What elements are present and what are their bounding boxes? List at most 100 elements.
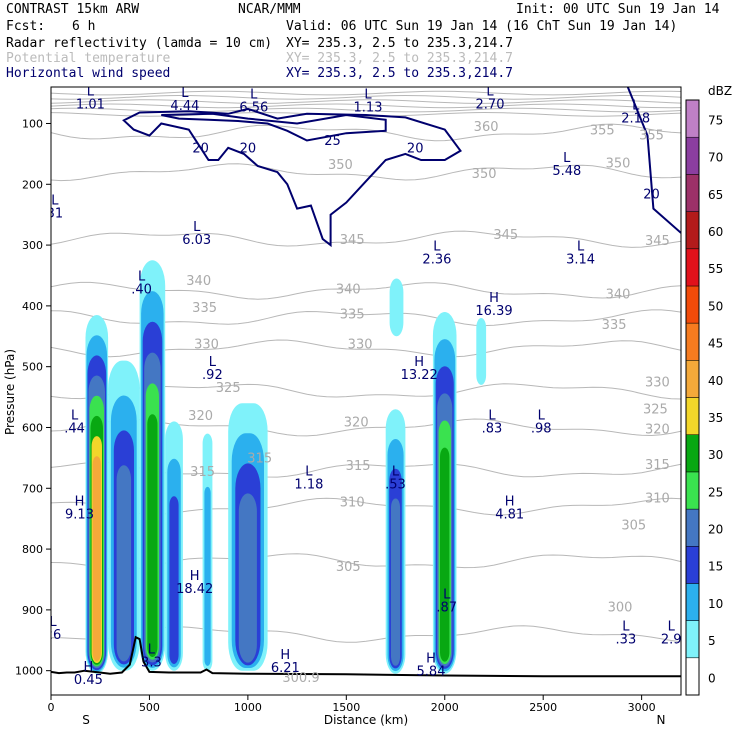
x-tick-label: 2000 — [431, 701, 459, 714]
y-tick-label: 700 — [22, 482, 43, 495]
colorbar-label: 10 — [708, 597, 723, 611]
theta-label: 355 — [639, 128, 664, 143]
colorbar-swatch — [685, 508, 700, 547]
extremum-value: 5.48 — [552, 164, 581, 179]
colorbar-swatch — [685, 583, 700, 621]
colorbar-swatch — [685, 136, 700, 175]
colorbar-unit: dBZ — [708, 84, 732, 98]
colorbar-swatch — [685, 99, 700, 138]
extremum-type-L: L — [250, 87, 258, 102]
colorbar-label: 65 — [708, 188, 723, 202]
colorbar-swatch — [685, 174, 700, 212]
extremum-value: 5.84 — [417, 665, 446, 680]
extremum-value: 2.9 — [661, 632, 682, 647]
colorbar-swatch — [685, 360, 700, 398]
colorbar-swatch — [685, 620, 700, 659]
x-axis: 0 500 1000 1500 2000 2500 3000 — [48, 695, 656, 714]
wind-contour-25 — [161, 112, 387, 142]
extremum-value: .98 — [531, 421, 552, 436]
theta-label: 345 — [493, 228, 518, 243]
reflectivity-cell-1 — [116, 465, 132, 662]
field-theta-name: Potential temperature — [6, 51, 171, 66]
colorbar-label: 15 — [708, 560, 723, 574]
colorbar-swatch — [685, 471, 700, 510]
colorbar-swatch — [685, 397, 700, 435]
field-reflectivity-name: Radar reflectivity (lamda = 10 cm) — [6, 36, 272, 51]
extremum-type-L: L — [148, 642, 156, 657]
reflectivity-layer — [85, 260, 487, 674]
extremum-type-L: L — [538, 408, 546, 423]
extremum-type-H: H — [414, 355, 424, 370]
theta-label: 345 — [340, 233, 365, 248]
theta-contour-upper — [51, 103, 681, 109]
theta-label: 350 — [606, 156, 631, 171]
extremum-value: 2.70 — [476, 97, 505, 112]
extremum-value: .33 — [616, 632, 637, 647]
extremum-type-L: L — [622, 619, 630, 634]
extremum-value: .92 — [202, 368, 223, 383]
extremum-type-H: H — [280, 648, 290, 663]
extremum-type-L: L — [364, 87, 372, 102]
colorbar-label: 45 — [708, 337, 723, 351]
y-tick-label: 600 — [22, 421, 43, 434]
x-tick-label: 1000 — [234, 701, 262, 714]
colorbar-label: 0 — [708, 671, 716, 685]
x-axis-start-label: S — [82, 713, 90, 727]
extremum-value: 16.39 — [475, 304, 512, 319]
field-wind-coords: XY= 235.3, 2.5 to 235.3,214.7 — [286, 66, 513, 81]
reflectivity-cell-8 — [440, 447, 450, 662]
theta-contour-upper — [51, 94, 681, 100]
extremum-value: 3.14 — [566, 252, 595, 267]
theta-label: 315 — [247, 452, 272, 467]
extremum-value: 26 — [45, 628, 62, 643]
theta-label: 315 — [190, 465, 215, 480]
y-axis-label: Pressure (hPa) — [3, 349, 17, 435]
theta-label: 325 — [216, 381, 241, 396]
x-axis-end-label: N — [657, 713, 666, 727]
theta-label: 320 — [344, 415, 369, 430]
colorbar-swatch — [685, 322, 700, 361]
theta-contour-355 — [51, 123, 681, 142]
colorbar: dBZ 0 5 10 15 20 25 30 35 40 45 50 55 60 65 70 75 — [685, 84, 732, 696]
wind-contour-label: 20 — [192, 142, 209, 157]
field-wind-name: Horizontal wind speed — [6, 66, 170, 81]
extremum-value: 3.3 — [141, 655, 162, 670]
terrain-line — [51, 635, 681, 678]
extremum-value: 18.42 — [176, 582, 213, 597]
theta-label: 320 — [188, 409, 213, 424]
extremum-type-L: L — [563, 151, 571, 166]
extremum-type-L: L — [49, 615, 57, 630]
extremum-value: .40 — [131, 283, 152, 298]
extremum-type-L: L — [71, 408, 79, 423]
colorbar-label: 30 — [708, 448, 723, 462]
extremum-type-L: L — [486, 84, 494, 99]
valid-time: Valid: 06 UTC Sun 19 Jan 14 (16 ChT Sun … — [286, 19, 677, 34]
extremum-value: 6.56 — [239, 100, 268, 115]
theta-label: 300.9 — [282, 671, 319, 686]
init-time: Init: 00 UTC Sun 19 Jan 14 — [516, 2, 720, 17]
theta-contour-350 — [51, 163, 681, 182]
theta-label: 305 — [336, 560, 361, 575]
wind-contour-label: 20 — [240, 142, 257, 157]
reflectivity-cell-4 — [204, 486, 211, 666]
extremum-type-H: H — [190, 569, 200, 584]
y-tick-label: 200 — [22, 178, 43, 191]
extremum-value: .44 — [64, 421, 85, 436]
x-tick-label: 3000 — [628, 701, 656, 714]
reflectivity-cell-5 — [238, 493, 257, 663]
y-tick-label: 900 — [22, 604, 43, 617]
extremum-value: 2.36 — [422, 252, 451, 267]
wind-contour-label: 25 — [324, 134, 341, 149]
extremum-type-L: L — [209, 355, 217, 370]
field-theta-coords: XY= 235.3, 2.5 to 235.3,214.7 — [286, 51, 513, 66]
colorbar-label: 75 — [708, 114, 723, 128]
colorbar-label: 35 — [708, 411, 723, 425]
field-reflectivity-coords: XY= 235.3, 2.5 to 235.3,214.7 — [286, 36, 513, 51]
colorbar-label: 40 — [708, 374, 723, 388]
fcst-label: Fcst: — [6, 19, 45, 34]
colorbar-swatch — [685, 211, 700, 250]
plot-area: 20 20 20 20 25 360 355 355 350 350 350 345 345 345 34… — [45, 84, 682, 696]
theta-contour-upper — [51, 90, 681, 96]
